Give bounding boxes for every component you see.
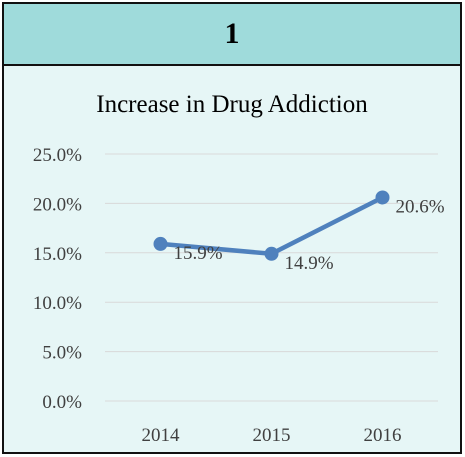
data-label: 20.6% — [396, 196, 445, 217]
chart-title: Increase in Drug Addiction — [96, 91, 368, 118]
y-tick-label: 5.0% — [42, 343, 82, 364]
x-tick-label: 2014 — [142, 425, 181, 446]
y-tick-label: 0.0% — [42, 392, 82, 413]
data-label: 14.9% — [285, 253, 334, 274]
x-tick-label: 2015 — [253, 425, 291, 446]
panel-number: 1 — [224, 17, 240, 50]
data-point-marker — [264, 246, 279, 261]
chart-card: 1 — [2, 2, 462, 454]
x-tick-label: 2016 — [364, 425, 402, 446]
x-axis-ticks: 2014 2015 2016 — [142, 425, 402, 446]
panel-number-header: 1 — [4, 4, 460, 66]
y-tick-label: 15.0% — [33, 244, 82, 265]
y-tick-label: 20.0% — [33, 194, 82, 215]
data-point-marker — [375, 190, 390, 205]
y-axis-ticks: 0.0% 5.0% 10.0% 15.0% 20.0% 25.0% — [33, 145, 82, 413]
y-tick-label: 25.0% — [33, 145, 82, 166]
y-tick-label: 10.0% — [33, 293, 82, 314]
data-label: 15.9% — [174, 243, 223, 264]
data-point-marker — [153, 236, 168, 251]
data-series: 15.9% 14.9% 20.6% — [153, 190, 445, 274]
gridlines — [105, 153, 438, 402]
